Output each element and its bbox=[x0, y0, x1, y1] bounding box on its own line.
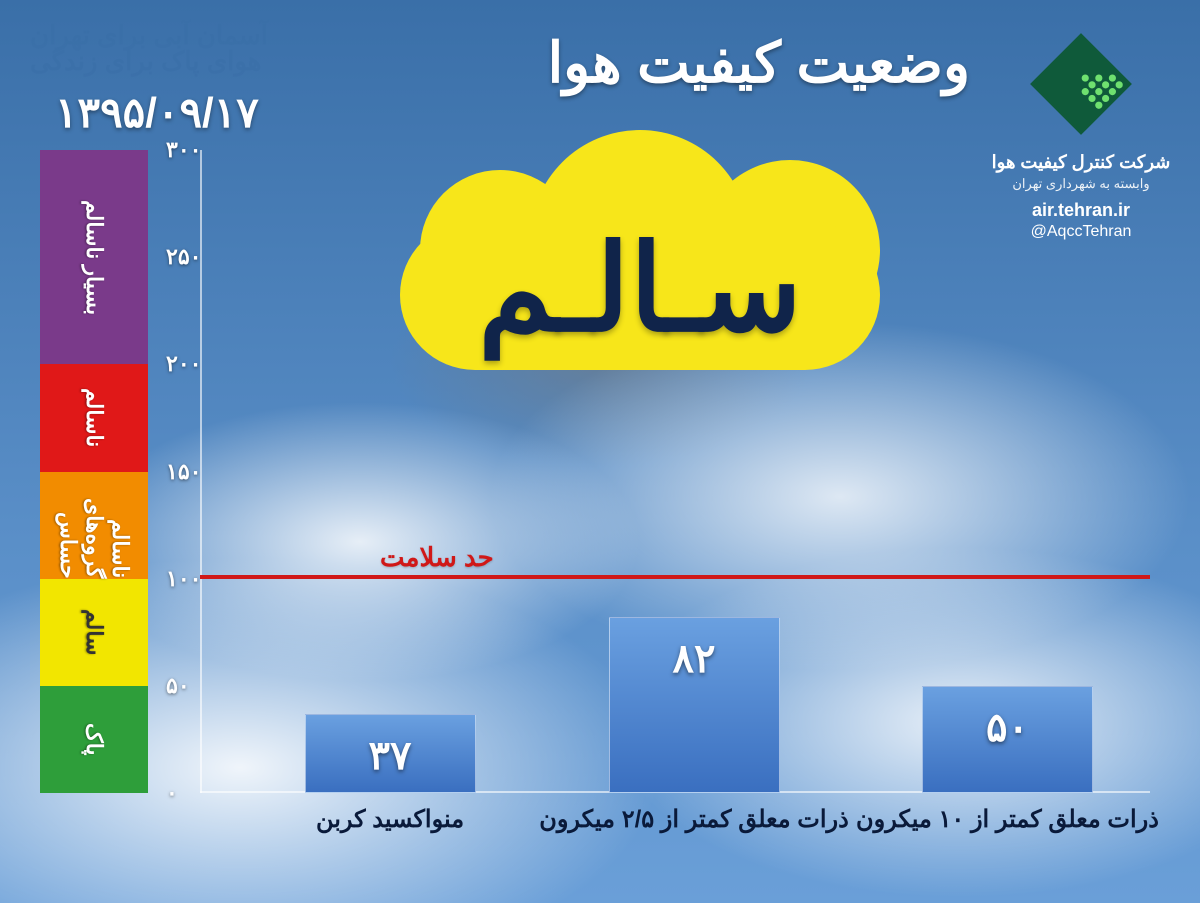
aqi-scale-band: سالم bbox=[40, 579, 148, 686]
plot-area: حد سلامت ۳۷ ۸۲ ۵۰ bbox=[200, 150, 1150, 793]
pollutant-bar: ۳۷ bbox=[305, 714, 476, 793]
y-tick: ۱۰۰ bbox=[166, 566, 206, 592]
pollutant-bar-label: ذرات معلق کمتر از ۲/۵ میکرون bbox=[534, 805, 854, 834]
y-tick: ۳۰۰ bbox=[166, 137, 206, 163]
y-tick: ۲۰۰ bbox=[166, 351, 206, 377]
pollutant-bar: ۸۲ bbox=[609, 617, 780, 793]
aqi-bar-chart: حد سلامت۳۷۸۲۵۰ ۰۵۰۱۰۰۱۵۰۲۰۰۲۵۰۳۰۰پاکسالم… bbox=[20, 150, 1180, 838]
org-logo-icon bbox=[1021, 24, 1141, 144]
pollutant-bar: ۵۰ bbox=[922, 686, 1093, 793]
pollutant-bar-value: ۵۰ bbox=[986, 705, 1029, 751]
pollutant-bar-label: ذرات معلق کمتر از ۱۰ میکرون bbox=[848, 805, 1168, 834]
aqi-scale-band: ناسالم گروه‌های حساس bbox=[40, 472, 148, 579]
aqi-scale-band: ناسالم bbox=[40, 364, 148, 471]
health-threshold-line bbox=[200, 575, 1150, 579]
slogan-line-2: هوای پاک برای زندگی bbox=[30, 46, 261, 76]
y-tick: ۵۰ bbox=[166, 673, 206, 699]
page-title: وضعیت کیفیت هوا bbox=[548, 30, 970, 96]
slogan: آسمان آبی برای تهران هوای پاک برای زندگی bbox=[30, 22, 350, 74]
pollutant-bar-value: ۳۷ bbox=[369, 733, 412, 779]
y-tick: ۰ bbox=[166, 780, 206, 806]
aqi-scale-band: بسیار ناسالم bbox=[40, 150, 148, 364]
y-tick: ۲۵۰ bbox=[166, 244, 206, 270]
aqi-scale-band: پاک bbox=[40, 686, 148, 793]
pollutant-bar-value: ۸۲ bbox=[673, 636, 716, 682]
air-quality-infographic: وضعیت کیفیت هوا آسمان آبی برای تهران هوا… bbox=[0, 0, 1200, 903]
report-date: ۱۳۹۵/۰۹/۱۷ bbox=[55, 88, 259, 137]
pollutant-bar-label: منواکسید کربن bbox=[230, 805, 550, 834]
health-threshold-label: حد سلامت bbox=[380, 542, 494, 573]
y-tick: ۱۵۰ bbox=[166, 459, 206, 485]
